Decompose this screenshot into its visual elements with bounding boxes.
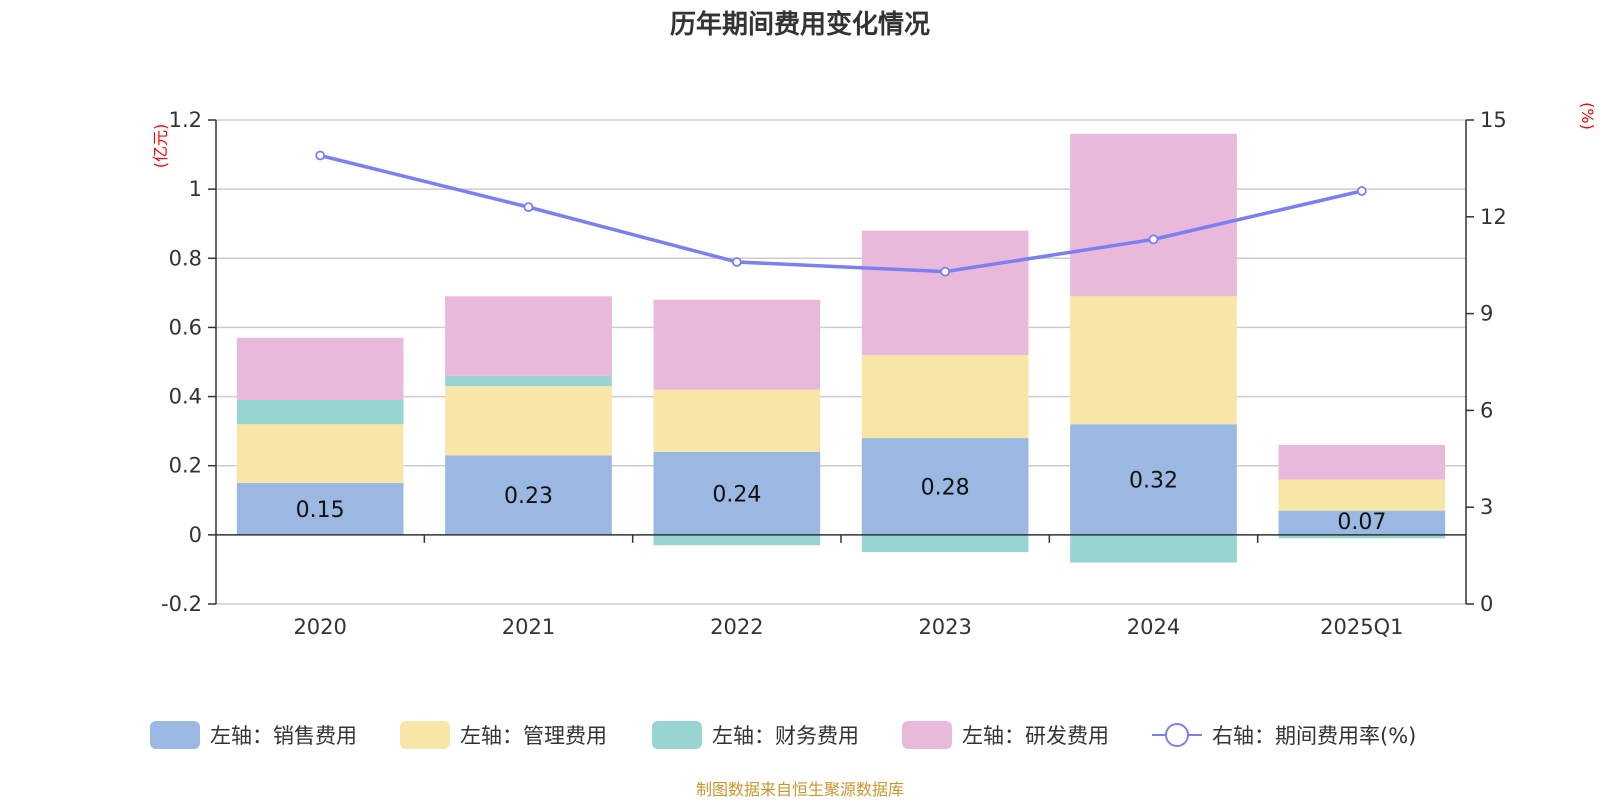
bar-segment bbox=[1070, 534, 1237, 563]
left-axis-tick-label: 0 bbox=[189, 523, 202, 547]
left-axis-unit: (亿元) bbox=[151, 124, 170, 169]
legend-swatch bbox=[652, 721, 702, 749]
left-axis-tick-label: 0.8 bbox=[169, 246, 202, 270]
bars-layer bbox=[236, 133, 1446, 563]
right-axis-tick-label: 15 bbox=[1480, 108, 1507, 132]
legend-swatch bbox=[400, 721, 450, 749]
chart-title: 历年期间费用变化情况 bbox=[670, 9, 930, 40]
bar-segment bbox=[1278, 510, 1446, 535]
left-axis-tick-label: 0.4 bbox=[169, 385, 202, 409]
bar-segment bbox=[1278, 444, 1446, 480]
rate-point bbox=[523, 202, 534, 213]
left-axis-tick-label: 0.2 bbox=[169, 454, 202, 478]
left-axis-tick-label: 1.2 bbox=[169, 108, 202, 132]
rate-point bbox=[1356, 186, 1367, 196]
bar-segment bbox=[861, 355, 1029, 439]
right-axis-tick-label: 3 bbox=[1480, 495, 1493, 519]
bar-segment bbox=[653, 534, 821, 546]
legend-swatch bbox=[902, 721, 952, 749]
bar-segment bbox=[236, 337, 404, 401]
right-axis-tick-label: 12 bbox=[1480, 205, 1507, 229]
right-axis-unit: (%) bbox=[1578, 102, 1597, 130]
bar-segment bbox=[236, 483, 404, 535]
axes-layer: 1.2 1 0.8 0.6 0.4 0.2 0 -0.2 15 12 9 6 3 0 2020 2021 202… bbox=[161, 108, 1507, 639]
source-note: 制图数据来自恒生聚源数据库 bbox=[696, 780, 904, 799]
bar-value-label: 0.32 bbox=[1129, 469, 1178, 494]
category-label: 2024 bbox=[1127, 615, 1180, 639]
rate-point bbox=[1148, 234, 1159, 245]
left-axis-tick-label: -0.2 bbox=[161, 592, 202, 616]
rate-line bbox=[319, 153, 1363, 274]
category-label: 2021 bbox=[502, 615, 555, 639]
category-label: 2025Q1 bbox=[1320, 615, 1403, 639]
rate-point bbox=[731, 257, 742, 267]
rate-line-layer bbox=[315, 150, 1367, 277]
bar-labels-layer: 0.15 0.23 0.24 0.28 0.32 0.07 bbox=[296, 469, 1387, 535]
bar-value-label: 0.23 bbox=[504, 484, 553, 509]
left-axis-tick-label: 0.6 bbox=[169, 315, 202, 339]
legend-swatch bbox=[150, 721, 200, 749]
legend-label: 左轴：销售费用 bbox=[210, 724, 357, 748]
left-axis-tick-label: 1 bbox=[189, 177, 202, 201]
bar-segment bbox=[653, 389, 821, 452]
category-label: 2022 bbox=[710, 615, 763, 639]
bar-segment bbox=[1070, 424, 1237, 535]
bar-segment bbox=[861, 230, 1029, 356]
bar-segment bbox=[236, 424, 404, 483]
bar-segment bbox=[236, 400, 404, 425]
right-axis-tick-label: 6 bbox=[1480, 398, 1493, 422]
legend-label: 左轴：研发费用 bbox=[962, 724, 1109, 748]
bar-segment bbox=[445, 386, 612, 456]
category-label: 2020 bbox=[293, 615, 346, 639]
bar-segment bbox=[445, 455, 612, 535]
bar-value-label: 0.15 bbox=[296, 498, 345, 523]
bar-segment bbox=[1278, 479, 1446, 511]
grid-lines bbox=[216, 119, 1466, 605]
legend-label: 右轴：期间费用率(%) bbox=[1212, 724, 1416, 748]
legend-circle-marker bbox=[1165, 723, 1189, 747]
bar-segment bbox=[445, 375, 612, 387]
bar-segment bbox=[445, 296, 612, 376]
bar-segment bbox=[653, 299, 821, 390]
bar-value-label: 0.24 bbox=[712, 482, 761, 507]
rate-point bbox=[940, 266, 951, 277]
rate-point bbox=[315, 150, 326, 161]
bar-segment bbox=[861, 534, 1029, 553]
bar-segment bbox=[1278, 534, 1446, 539]
bar-segment bbox=[1070, 296, 1237, 425]
bar-segment bbox=[653, 451, 821, 535]
right-axis-tick-label: 0 bbox=[1480, 592, 1493, 616]
bar-value-label: 0.07 bbox=[1337, 510, 1386, 535]
category-label: 2023 bbox=[918, 615, 971, 639]
bar-segment bbox=[861, 438, 1029, 535]
bar-value-label: 0.28 bbox=[921, 475, 970, 500]
legend-label: 左轴：管理费用 bbox=[460, 724, 607, 748]
bar-segment bbox=[1070, 133, 1237, 297]
right-axis-tick-label: 9 bbox=[1480, 302, 1493, 326]
legend-label: 左轴：财务费用 bbox=[712, 724, 859, 748]
legend: 左轴：销售费用 左轴：管理费用 左轴：财务费用 左轴：研发费用 右轴：期间费用率(%) bbox=[150, 721, 1416, 749]
